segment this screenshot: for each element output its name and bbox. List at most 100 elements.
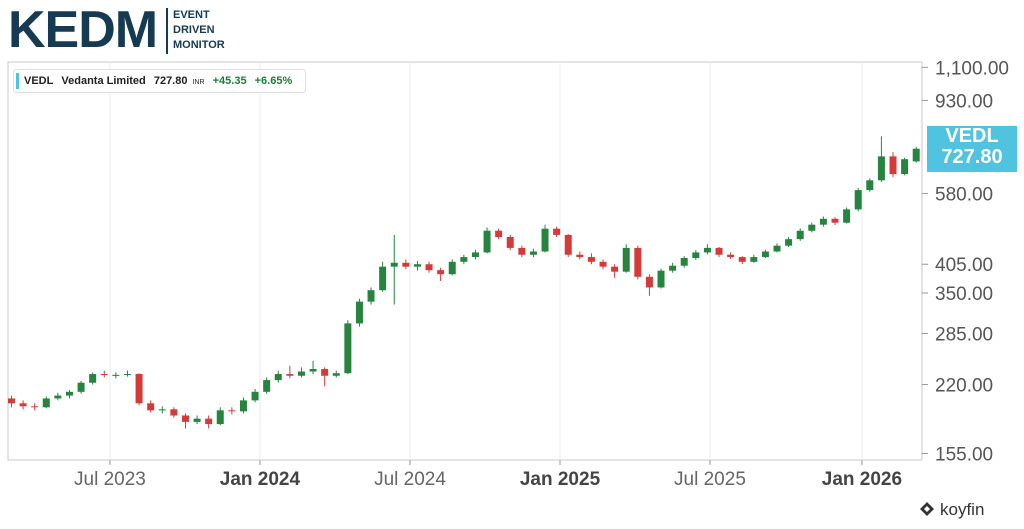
candle-body <box>680 258 688 266</box>
candle-body <box>437 270 445 275</box>
plot-frame <box>7 61 923 461</box>
candle-body <box>622 247 630 272</box>
candle-body <box>645 276 653 288</box>
candle-body <box>599 261 607 267</box>
candle-body <box>228 410 236 412</box>
candle-body <box>785 239 793 246</box>
candle-body <box>692 252 700 259</box>
candle-body <box>239 400 247 412</box>
candle-body <box>460 257 468 262</box>
candle-body <box>425 264 433 271</box>
candle-body <box>761 251 769 258</box>
price-tag: VEDL 727.80 <box>927 124 1017 172</box>
candle-body <box>263 380 271 392</box>
candle-body <box>448 261 456 275</box>
legend-change-pct: +6.65% <box>254 75 293 87</box>
candle-body <box>889 156 897 175</box>
candle-body <box>715 247 723 255</box>
candle-body <box>251 391 259 401</box>
candle-body <box>65 391 73 396</box>
logo-line: MONITOR <box>173 39 225 51</box>
candle-body <box>123 374 131 376</box>
candle-body <box>901 159 909 175</box>
candle-body <box>332 373 340 376</box>
candle-body <box>413 264 421 267</box>
candle-body <box>866 180 874 191</box>
candle-body <box>529 251 537 255</box>
candle-body <box>274 374 282 381</box>
candle-body <box>854 190 862 210</box>
logo-subtitle: EVENT DRIVEN MONITOR <box>173 8 225 53</box>
candle-body <box>912 148 920 162</box>
candle-body <box>89 374 97 383</box>
y-tick-label: 1,100.00 <box>935 58 1009 79</box>
candle-body <box>773 245 781 252</box>
watermark-icon <box>920 502 934 516</box>
candle-body <box>703 247 711 253</box>
candle-body <box>355 301 363 324</box>
y-tick-label: 350.00 <box>935 284 993 305</box>
candle-body <box>843 209 851 223</box>
x-tick-label: Jan 2025 <box>520 469 601 490</box>
candle-body <box>796 230 804 240</box>
candle-body <box>669 265 677 271</box>
candle-body <box>877 156 885 181</box>
y-tick-label: 930.00 <box>935 91 993 112</box>
candle-body <box>77 382 85 392</box>
y-tick-label: 220.00 <box>935 376 993 397</box>
x-tick-label: Jan 2026 <box>822 469 902 490</box>
candle-body <box>54 395 62 399</box>
price-tag-ticker: VEDL <box>945 124 999 147</box>
x-tick-label: Jul 2024 <box>374 469 446 490</box>
candle-body <box>634 247 642 277</box>
logo-line: EVENT <box>173 9 210 21</box>
y-tick-label: 580.00 <box>935 184 993 205</box>
price-tag-price: 727.80 <box>941 145 1003 168</box>
candle-body <box>727 254 735 258</box>
candle-body <box>576 254 584 258</box>
legend-currency: INR <box>192 79 205 86</box>
candle-body <box>7 398 15 404</box>
candle-body <box>19 403 27 407</box>
candle-body <box>506 237 514 248</box>
candle-body <box>297 371 305 376</box>
y-tick-label: 155.00 <box>935 445 993 466</box>
candle-body <box>112 374 120 376</box>
candle-body <box>495 230 503 238</box>
candle-body <box>738 257 746 262</box>
candle-body <box>541 228 549 252</box>
legend-price: 727.80 <box>153 75 188 87</box>
candle-body <box>379 266 387 291</box>
candle-body <box>286 374 294 376</box>
candle-body <box>181 415 189 422</box>
candle-body <box>831 218 839 223</box>
legend: VEDL Vedanta Limited 727.80 INR +45.35 +6… <box>13 69 307 93</box>
y-tick-label: 405.00 <box>935 255 993 276</box>
watermark: koyfin <box>940 500 985 519</box>
candle-body <box>42 398 50 408</box>
legend-change: +45.35 <box>212 75 247 87</box>
x-tick-label: Jul 2025 <box>674 469 746 490</box>
candle-body <box>205 418 213 425</box>
candle-body <box>367 290 375 302</box>
legend-name: Vedanta Limited <box>61 75 146 87</box>
y-tick-label: 285.00 <box>935 324 993 345</box>
candle-body <box>31 406 39 408</box>
candle-body <box>135 374 143 404</box>
logo-line: DRIVEN <box>173 24 215 36</box>
logo: KEDM <box>8 1 158 59</box>
x-tick-label: Jul 2023 <box>74 469 146 490</box>
candle-body <box>344 323 352 374</box>
candle-body <box>147 403 155 411</box>
candle-body <box>193 418 201 422</box>
candle-body <box>321 369 329 376</box>
logo-separator <box>166 8 168 54</box>
legend-ticker: VEDL <box>24 75 54 87</box>
candle-body <box>158 409 166 411</box>
candle-body <box>216 410 224 425</box>
candle-body <box>564 234 572 255</box>
candle-body <box>750 257 758 262</box>
candle-body <box>402 262 410 267</box>
